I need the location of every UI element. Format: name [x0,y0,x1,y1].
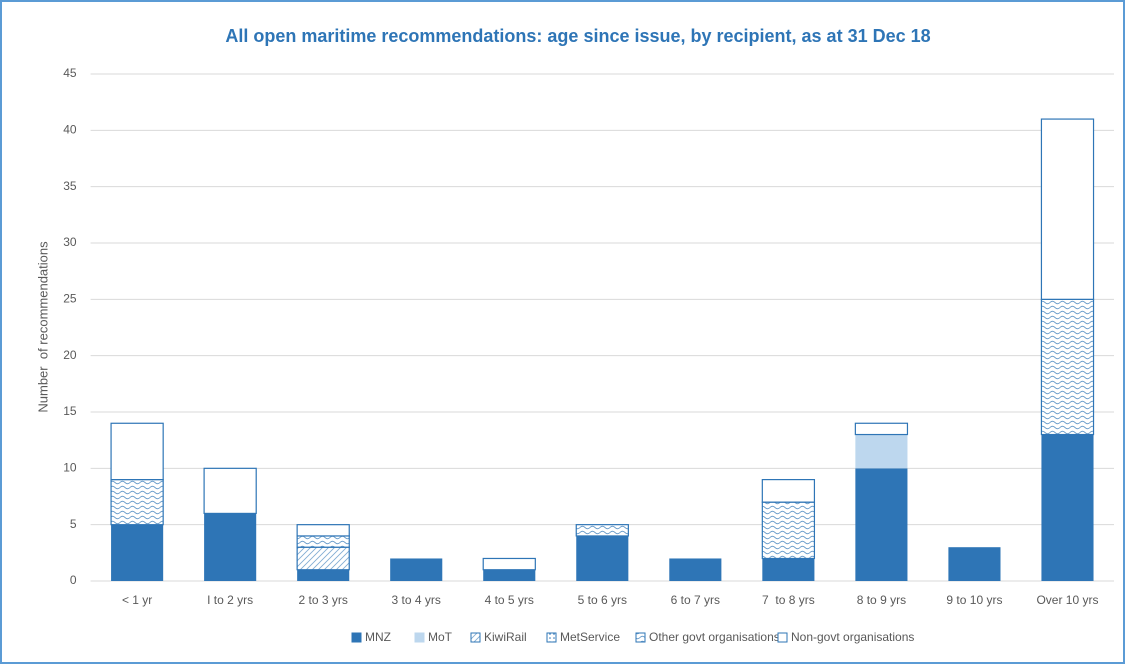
y-axis-label: Number of recommendations [35,241,50,413]
bar-segment [110,422,164,481]
legend-swatch [546,632,557,643]
bar-segment [110,479,164,526]
legend-swatch [414,632,425,643]
x-tick-label: 8 to 9 yrs [857,593,906,607]
x-tick-label: Over 10 yrs [1036,593,1098,607]
bar-segment [296,546,350,571]
y-tick-label: 10 [63,461,77,475]
bar-segment [1041,434,1094,581]
y-tick-label: 0 [70,573,77,587]
bar-segment [1040,118,1095,300]
x-tick-label: 7 to 8 yrs [762,593,815,607]
x-tick-label: 4 to 5 yrs [485,593,534,607]
bar-segment [390,558,443,581]
y-tick-label: 5 [70,517,77,531]
x-tick-label: 9 to 10 yrs [946,593,1002,607]
bar-segment [762,558,815,581]
bar-segment [948,547,1001,581]
bar-segment [855,468,908,581]
chart-title: All open maritime recommendations: age s… [225,26,930,46]
bar-segment [203,467,257,515]
bar-segment [576,535,629,581]
bar-segment [761,479,816,503]
bar-segment [204,513,257,581]
legend-label: Other govt organisations [649,630,780,644]
legend-swatch [351,632,362,643]
bar-segment [482,557,536,571]
bar-segment [296,535,350,548]
bar-segment [296,524,350,537]
bar-segment [575,524,629,537]
legend-label: MNZ [365,630,391,644]
bar-segment [854,422,909,436]
x-tick-label: 2 to 3 yrs [299,593,348,607]
bar-segment [1040,298,1095,436]
y-tick-label: 20 [63,348,77,362]
x-tick-label: 3 to 4 yrs [392,593,441,607]
x-tick-label: 6 to 7 yrs [671,593,720,607]
x-tick-label: < 1 yr [122,593,152,607]
y-tick-label: 40 [63,123,77,137]
legend-swatch [635,632,646,643]
legend-label: MoT [428,630,453,644]
bar-segment [855,434,908,469]
x-tick-label: 5 to 6 yrs [578,593,627,607]
x-tick-label: I to 2 yrs [207,593,253,607]
y-tick-label: 35 [63,179,77,193]
bar-segment [761,501,816,560]
bar-segment [111,524,164,581]
legend-label: KiwiRail [484,630,527,644]
y-tick-label: 25 [63,292,77,306]
legend-label: Non-govt organisations [791,630,914,644]
legend-label: MetService [560,630,620,644]
bar-segment [669,558,722,581]
legend-swatch [777,632,788,643]
y-tick-label: 30 [63,235,77,249]
y-tick-label: 15 [63,404,77,418]
legend-swatch [470,632,481,643]
bar-segment [483,569,536,581]
y-tick-label: 45 [63,66,77,80]
bar-segment [297,569,350,581]
